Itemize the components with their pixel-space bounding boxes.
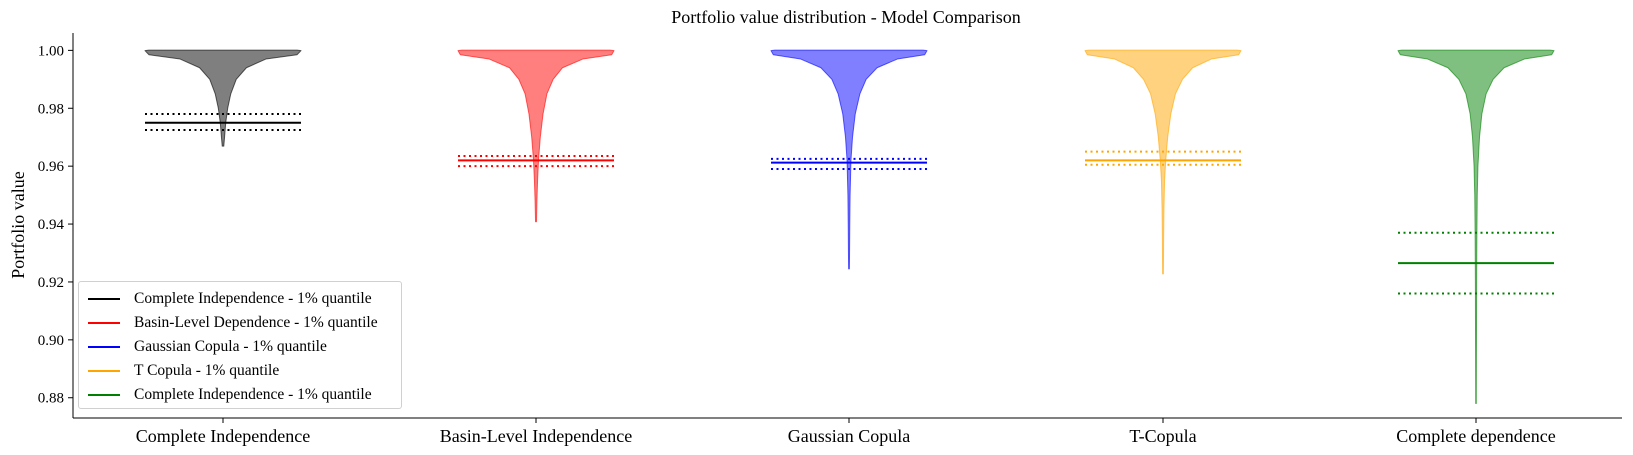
y-tick-label: 1.00 bbox=[38, 43, 64, 59]
violin-body-4 bbox=[1397, 49, 1555, 405]
y-tick-label: 0.88 bbox=[38, 391, 64, 407]
legend-swatch-0 bbox=[88, 298, 120, 300]
legend-swatch-1 bbox=[88, 322, 120, 324]
legend-item-0: Complete Independence - 1% quantile bbox=[79, 287, 401, 311]
x-tick-label: Complete dependence bbox=[1396, 426, 1555, 446]
y-tick-label: 0.98 bbox=[38, 101, 64, 117]
y-axis-label: Portfolio value bbox=[8, 171, 28, 278]
legend-item-2: Gaussian Copula - 1% quantile bbox=[79, 335, 401, 359]
y-tick-label: 0.90 bbox=[38, 333, 64, 349]
legend-label-0: Complete Independence - 1% quantile bbox=[134, 290, 372, 307]
x-tick-label: Gaussian Copula bbox=[788, 426, 910, 446]
legend-swatch-4 bbox=[88, 394, 120, 396]
x-tick-label: T-Copula bbox=[1129, 426, 1196, 446]
legend-item-4: Complete Independence - 1% quantile bbox=[79, 383, 401, 407]
legend: Complete Independence - 1% quantile Basi… bbox=[78, 281, 402, 409]
violin-body-3 bbox=[1084, 49, 1242, 275]
x-tick-label: Complete Independence bbox=[136, 426, 310, 446]
legend-label-3: T Copula - 1% quantile bbox=[134, 362, 280, 379]
legend-label-4: Complete Independence - 1% quantile bbox=[134, 386, 372, 403]
y-tick-label: 0.96 bbox=[38, 159, 65, 175]
legend-swatch-3 bbox=[88, 370, 120, 372]
plot-area: 0.88 0.90 0.92 0.94 0.96 0.98 1.00 Complete Ind… bbox=[38, 33, 1622, 446]
legend-label-1: Basin-Level Dependence - 1% quantile bbox=[134, 314, 378, 331]
y-tick-label: 0.94 bbox=[38, 217, 65, 233]
legend-label-2: Gaussian Copula - 1% quantile bbox=[134, 338, 327, 355]
legend-item-1: Basin-Level Dependence - 1% quantile bbox=[79, 311, 401, 335]
y-tick-label: 0.92 bbox=[38, 275, 64, 291]
legend-item-3: T Copula - 1% quantile bbox=[79, 359, 401, 383]
legend-swatch-2 bbox=[88, 346, 120, 348]
violin-body-0 bbox=[144, 49, 302, 147]
violin-body-1 bbox=[457, 49, 615, 223]
x-tick-label: Basin-Level Independence bbox=[440, 426, 632, 446]
chart-title: Portfolio value distribution - Model Com… bbox=[671, 7, 1020, 27]
